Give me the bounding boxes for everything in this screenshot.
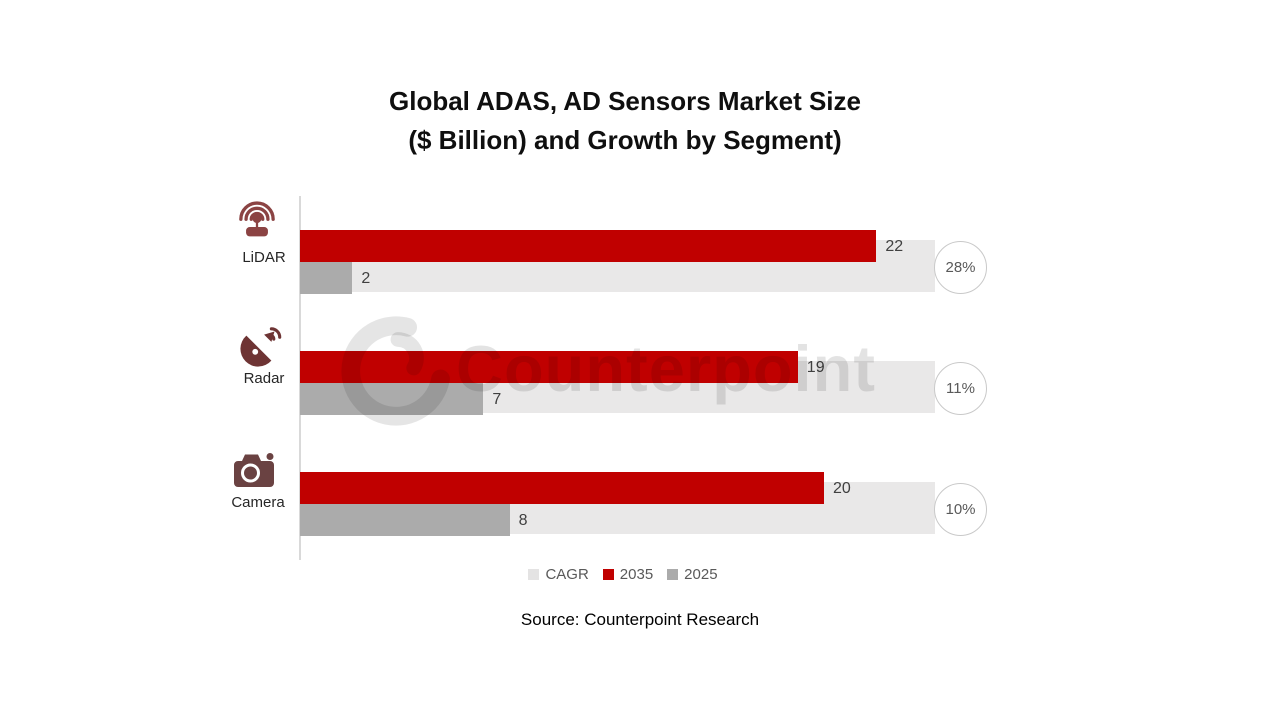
bar-2035-lidar (300, 230, 877, 262)
chart-legend: CAGR 2035 2025 (0, 566, 1246, 583)
camera-icon (233, 451, 281, 500)
legend-label-cagr: CAGR (545, 566, 589, 583)
value-label-2035-radar: 19 (806, 359, 825, 376)
value-label-2025-radar: 7 (492, 391, 502, 408)
bar-2025-lidar (300, 262, 353, 294)
value-label-2025-camera: 8 (518, 512, 528, 529)
chart-title-line1: Global ADAS, AD Sensors Market Size (389, 86, 861, 116)
legend-label-2035: 2035 (619, 566, 654, 583)
value-label-2025-lidar: 2 (361, 270, 371, 287)
bar-2035-radar (300, 351, 798, 383)
legend-item-2035: 2035 (602, 566, 654, 583)
bar-group-camera: 20 8 10% (300, 472, 1000, 536)
chart-title: Global ADAS, AD Sensors Market Size ($ B… (0, 82, 1250, 160)
legend-item-2025: 2025 (667, 566, 718, 583)
category-label-camera: Camera (231, 494, 285, 511)
legend-label-2025: 2025 (684, 566, 718, 583)
radar-dish-icon (237, 320, 287, 375)
bar-group-lidar: 22 2 28% (300, 230, 1000, 294)
bar-2025-radar (300, 383, 484, 415)
legend-swatch-2035 (602, 569, 614, 580)
cagr-badge-lidar: 28% (934, 241, 987, 294)
category-label-lidar: LiDAR (242, 249, 286, 266)
cagr-badge-camera: 10% (934, 483, 987, 536)
bar-2035-camera (300, 472, 824, 504)
bar-group-radar: 19 7 11% (300, 351, 1000, 415)
value-label-2035-camera: 20 (833, 480, 851, 497)
legend-swatch-cagr (528, 569, 540, 580)
value-label-2035-lidar: 22 (885, 238, 904, 255)
lidar-sensor-icon (231, 189, 283, 244)
bar-2025-camera (300, 504, 510, 536)
legend-item-cagr: CAGR (528, 566, 589, 583)
category-label-radar: Radar (243, 370, 285, 387)
legend-swatch-2025 (667, 569, 679, 580)
chart-title-line2: ($ Billion) and Growth by Segment) (408, 125, 842, 155)
cagr-badge-radar: 11% (934, 362, 987, 415)
source-caption: Source: Counterpoint Research (520, 610, 760, 629)
